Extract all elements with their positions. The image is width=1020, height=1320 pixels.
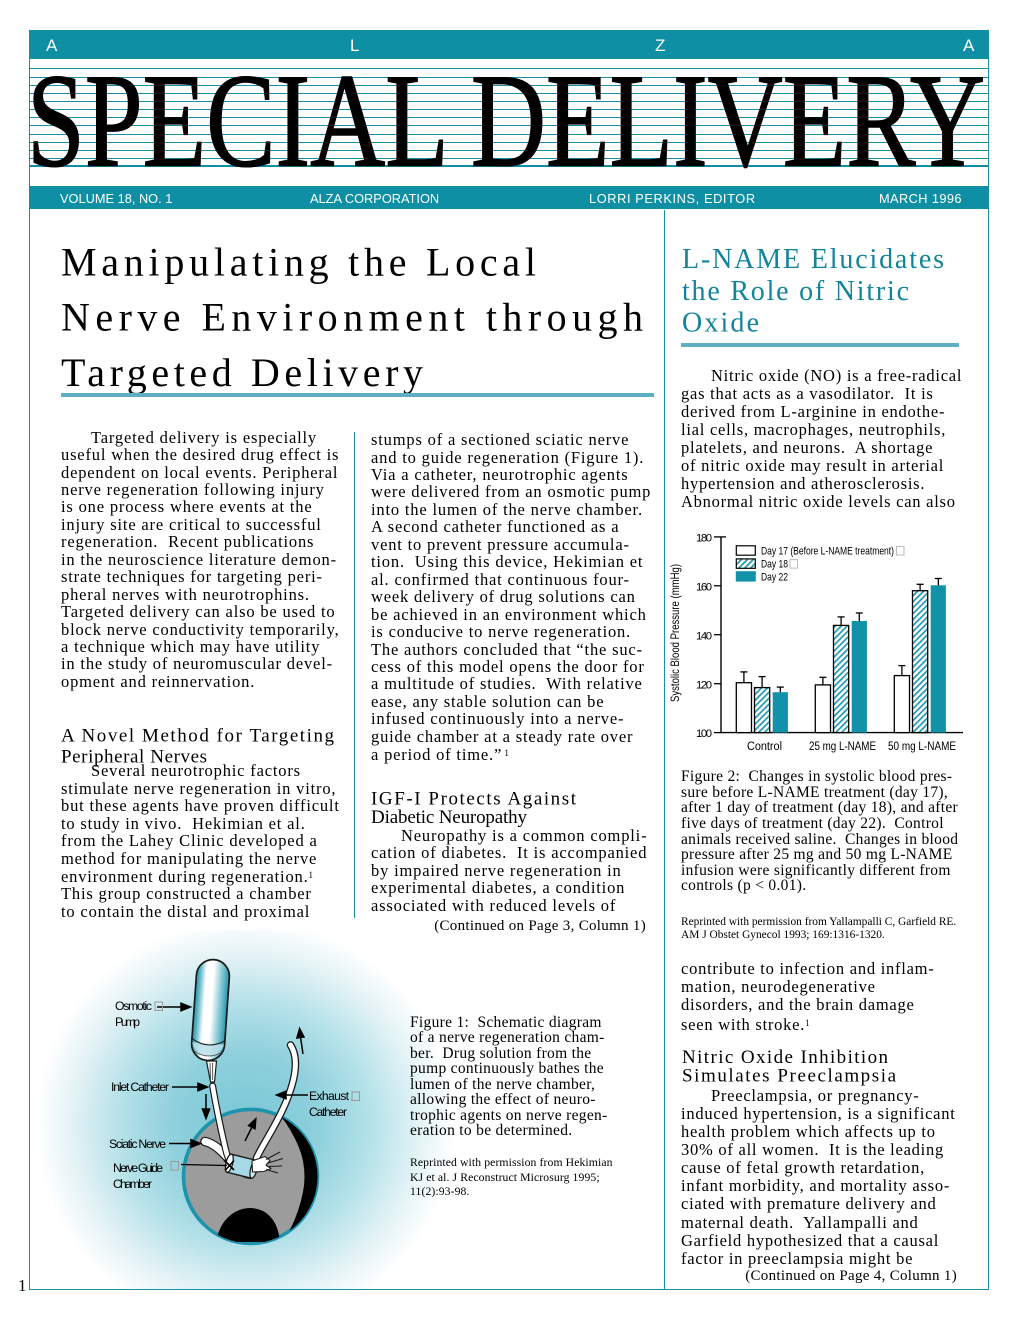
svg-text:180: 180 [696, 533, 712, 545]
svg-text:Systolic Blood Pressure (mmHg): Systolic Blood Pressure (mmHg) [669, 564, 682, 702]
svg-text:25 mg L-NAME: 25 mg L-NAME [809, 739, 876, 753]
svg-text:Chamber: Chamber [113, 1177, 152, 1191]
svg-text:Osmotic: Osmotic [115, 999, 152, 1013]
svg-text:Catheter: Catheter [309, 1105, 347, 1119]
svg-text:A Novel Method for Targeting: A Novel Method for Targeting [61, 725, 335, 746]
svg-text:Oxide: Oxide [682, 308, 759, 339]
svg-text:the Role of Nitric: the Role of Nitric [682, 276, 909, 307]
svg-text:140: 140 [696, 630, 712, 642]
svg-text:SPECIAL DELIVERY: SPECIAL DELIVERY [27, 47, 985, 195]
svg-text:Day 17 (Before L-NAME treatmen: Day 17 (Before L-NAME treatment) [761, 546, 894, 558]
svg-text:Simulates Preeclampsia: Simulates Preeclampsia [682, 1065, 897, 1086]
svg-text:Targeted Delivery: Targeted Delivery [61, 350, 423, 395]
svg-text:Sciatic Nerve: Sciatic Nerve [109, 1137, 166, 1151]
svg-text:Inlet Catheter: Inlet Catheter [111, 1080, 169, 1094]
svg-text:Pump: Pump [115, 1015, 140, 1029]
svg-text:IGF-I Protects Against: IGF-I Protects Against [371, 788, 577, 809]
svg-text:Nerve Guide: Nerve Guide [113, 1161, 163, 1175]
svg-text:Diabetic Neuropathy: Diabetic Neuropathy [371, 807, 528, 828]
svg-text:160: 160 [696, 581, 712, 593]
svg-text:Control: Control [747, 739, 782, 753]
svg-text:L-NAME Elucidates: L-NAME Elucidates [682, 244, 944, 275]
svg-text:100: 100 [696, 728, 712, 740]
svg-text:50 mg L-NAME: 50 mg L-NAME [888, 739, 956, 753]
svg-text:Nerve Environment through: Nerve Environment through [61, 295, 643, 340]
svg-text:120: 120 [696, 679, 712, 691]
svg-text:Exhaust: Exhaust [309, 1089, 350, 1103]
svg-text:Peripheral Nerves: Peripheral Nerves [61, 747, 207, 768]
svg-text:Day 22: Day 22 [761, 572, 788, 584]
svg-text:Manipulating the Local: Manipulating the Local [61, 239, 536, 284]
svg-text:Day 18: Day 18 [761, 559, 788, 571]
